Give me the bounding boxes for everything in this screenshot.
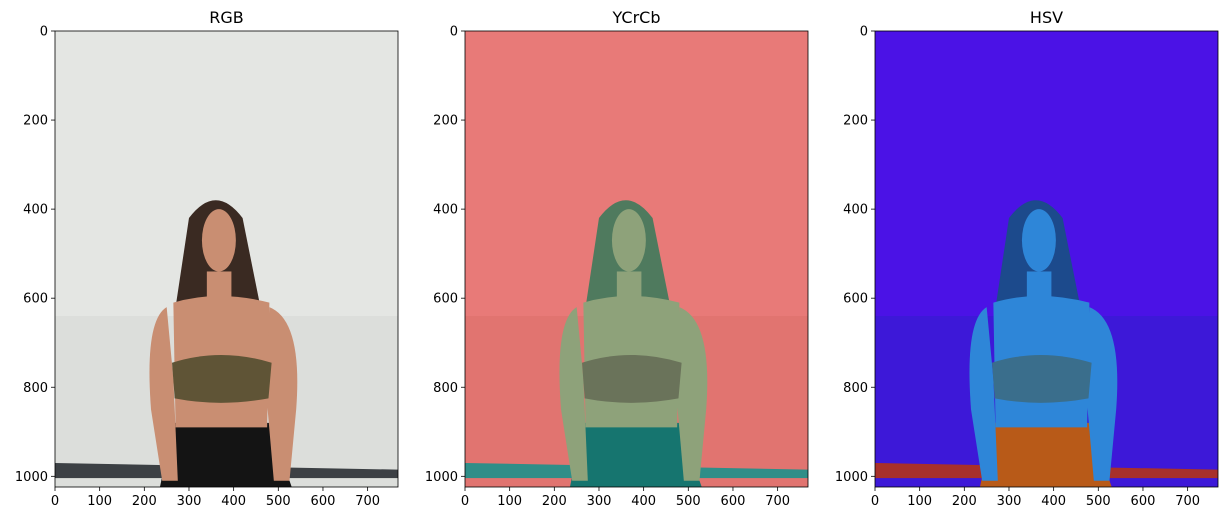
image-right-arm — [674, 307, 708, 481]
image-pants — [569, 422, 702, 487]
y-tick-label: 600 — [23, 292, 48, 307]
panel-3: HSV 0 100 200 300 400 500 600 700 0 200 400 600 800 10… — [835, 8, 1219, 509]
x-tick-label: 600 — [311, 494, 336, 509]
panel-1: RGB 0 100 200 300 400 500 600 700 0 200 400 600 800 10… — [15, 8, 399, 509]
y-tick-label: 1000 — [425, 470, 458, 485]
x-tick-label: 100 — [497, 494, 522, 509]
y-tick-label: 400 — [23, 203, 48, 218]
axes-frame — [874, 30, 1219, 488]
image-area — [875, 31, 1218, 487]
x-tick-label: 700 — [765, 494, 790, 509]
panel-2: YCrCb 0 100 200 300 400 500 600 700 0 200 400 600 800… — [425, 8, 809, 509]
image-top — [172, 354, 272, 403]
x-tick-label: 500 — [1086, 494, 1111, 509]
x-tick-label: 500 — [266, 494, 291, 509]
x-tick-label: 700 — [1175, 494, 1200, 509]
y-tick-label: 400 — [433, 203, 458, 218]
image-area — [465, 31, 808, 487]
image-face — [611, 209, 646, 272]
x-tick-label: 100 — [87, 494, 112, 509]
image-top — [582, 354, 682, 403]
axes-frame — [54, 30, 399, 488]
y-tick-label: 0 — [40, 25, 48, 40]
panel-title: RGB — [209, 8, 244, 27]
y-tick-label: 200 — [433, 114, 458, 129]
y-tick-label: 600 — [433, 292, 458, 307]
y-tick-label: 600 — [843, 292, 868, 307]
x-tick-label: 400 — [1041, 494, 1066, 509]
x-tick-label: 500 — [676, 494, 701, 509]
image-face — [201, 209, 236, 272]
image-area — [55, 31, 398, 487]
image-right-arm — [1084, 307, 1118, 481]
x-tick-label: 700 — [355, 494, 380, 509]
y-tick-label: 800 — [843, 381, 868, 396]
axes-frame — [464, 30, 809, 488]
x-tick-label: 300 — [997, 494, 1022, 509]
x-tick-label: 0 — [871, 494, 879, 509]
image-left-arm — [149, 307, 178, 481]
image-right-arm — [264, 307, 298, 481]
x-tick-label: 300 — [587, 494, 612, 509]
y-tick-label: 0 — [450, 25, 458, 40]
image-neck — [616, 271, 642, 308]
x-tick-label: 0 — [461, 494, 469, 509]
x-tick-label: 0 — [51, 494, 59, 509]
x-tick-label: 200 — [542, 494, 567, 509]
image-pants — [979, 422, 1112, 487]
y-tick-label: 200 — [843, 114, 868, 129]
image-pants — [159, 422, 292, 487]
y-tick-label: 800 — [433, 381, 458, 396]
x-tick-label: 200 — [132, 494, 157, 509]
image-top — [992, 354, 1092, 403]
image-neck — [1026, 271, 1052, 308]
x-tick-label: 400 — [221, 494, 246, 509]
x-tick-label: 200 — [952, 494, 977, 509]
y-tick-label: 1000 — [15, 470, 48, 485]
x-tick-label: 100 — [907, 494, 932, 509]
panel-title: YCrCb — [612, 8, 661, 27]
y-tick-label: 400 — [843, 203, 868, 218]
image-left-arm — [559, 307, 588, 481]
x-tick-label: 600 — [1131, 494, 1156, 509]
image-neck — [206, 271, 232, 308]
y-tick-label: 1000 — [835, 470, 868, 485]
image-face — [1021, 209, 1056, 272]
image-left-arm — [969, 307, 998, 481]
y-tick-label: 200 — [23, 114, 48, 129]
panel-title: HSV — [1030, 8, 1063, 27]
x-tick-label: 600 — [721, 494, 746, 509]
x-tick-label: 400 — [631, 494, 656, 509]
y-tick-label: 800 — [23, 381, 48, 396]
x-tick-label: 300 — [177, 494, 202, 509]
y-tick-label: 0 — [860, 25, 868, 40]
